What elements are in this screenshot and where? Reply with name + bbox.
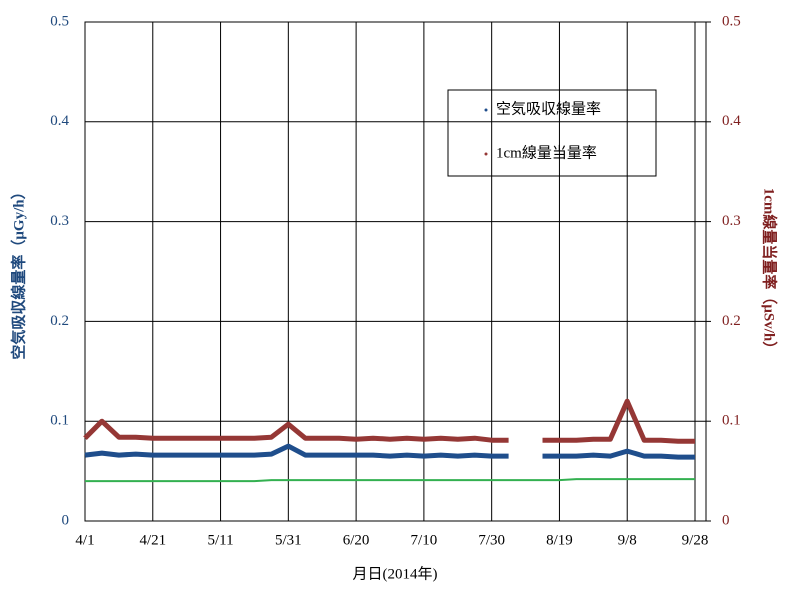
legend-marker bbox=[484, 108, 488, 112]
y2-axis-label: 1cm線量当量率（μSv/h） bbox=[761, 188, 779, 357]
x-tick-label: 8/19 bbox=[546, 532, 573, 548]
legend-label: 1cm線量当量率 bbox=[496, 144, 597, 161]
series-line bbox=[83, 398, 695, 444]
y-tick-label: 0.4 bbox=[50, 113, 69, 129]
x-tick-label: 9/8 bbox=[618, 532, 637, 548]
y-axis-label: 空気吸収線量率（μGy/h） bbox=[9, 184, 27, 359]
series-line bbox=[85, 478, 695, 483]
x-tick-label: 7/10 bbox=[411, 532, 438, 548]
x-tick-label: 9/28 bbox=[682, 532, 709, 548]
y2-tick-label: 0.4 bbox=[722, 113, 741, 129]
legend bbox=[447, 89, 657, 177]
y2-tick-label: 0 bbox=[722, 512, 730, 528]
legend-label: 空気吸収線量率 bbox=[496, 100, 601, 117]
x-axis-label: 月日(2014年) bbox=[353, 565, 438, 582]
x-tick-label: 5/31 bbox=[275, 532, 302, 548]
y2-tick-label: 0.1 bbox=[722, 413, 741, 429]
y-tick-label: 0.3 bbox=[50, 213, 69, 229]
y-tick-label: 0.1 bbox=[50, 413, 69, 429]
y2-tick-label: 0.2 bbox=[722, 313, 741, 329]
legend-marker bbox=[484, 152, 488, 156]
y2-tick-label: 0.3 bbox=[722, 213, 741, 229]
x-tick-label: 5/11 bbox=[207, 532, 233, 548]
y-tick-label: 0.2 bbox=[50, 313, 69, 329]
y2-tick-label: 0.5 bbox=[722, 13, 741, 29]
x-tick-label: 4/1 bbox=[75, 532, 94, 548]
x-tick-label: 6/20 bbox=[343, 532, 370, 548]
series-line bbox=[84, 443, 695, 460]
y-tick-label: 0 bbox=[62, 512, 70, 528]
x-tick-label: 4/21 bbox=[139, 532, 166, 548]
x-tick-label: 7/30 bbox=[478, 532, 505, 548]
y-tick-label: 0.5 bbox=[50, 13, 69, 29]
